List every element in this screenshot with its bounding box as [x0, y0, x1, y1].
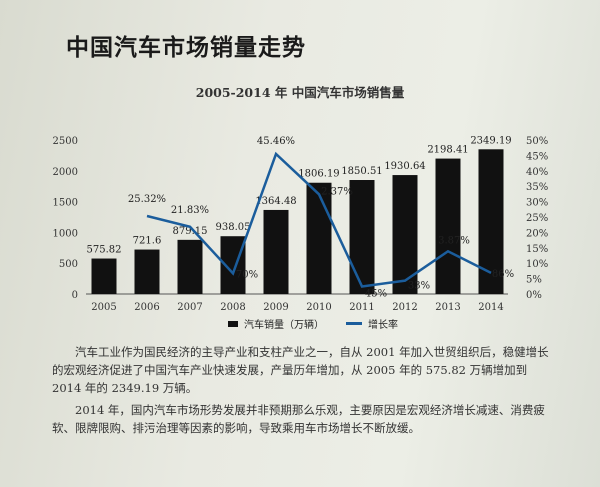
legend: 汽车销量（万辆） 增长率 — [228, 316, 398, 331]
x-tick-label: 2011 — [349, 302, 374, 313]
growth-data-label: 45% — [365, 288, 387, 299]
chart-title: 2005-2014 年 中国汽车市场销售量 — [195, 85, 405, 100]
y-right-tick-label: 10% — [526, 259, 548, 270]
bar-data-label: 1930.64 — [384, 161, 425, 172]
x-tick-label: 2005 — [91, 302, 116, 313]
y-left-tick-label: 2000 — [53, 167, 78, 178]
x-tick-label: 2014 — [478, 302, 503, 313]
growth-data-label: 33% — [408, 281, 430, 292]
legend-bar-swatch — [228, 320, 238, 327]
y-right-tick-label: 5% — [526, 275, 542, 286]
bar-data-label: 1806.19 — [298, 169, 339, 180]
legend-line-swatch — [346, 322, 362, 325]
y-right-tick-label: 25% — [526, 213, 548, 224]
paragraph: 2014 年，国内汽车市场形势发展并非预期那么乐观，主要原因是宏观经济增长减速、… — [52, 403, 545, 435]
y-right-tick-label: 50% — [526, 136, 548, 147]
y-left-tick-label: 500 — [59, 259, 78, 270]
growth-data-label: 45.46% — [257, 136, 295, 147]
growth-data-label: 70% — [236, 269, 258, 280]
growth-data-label: 2.37% — [321, 186, 353, 197]
bar — [134, 249, 160, 294]
page-heading: 中国汽车市场销量走势 — [66, 35, 306, 61]
growth-data-label: 3.87% — [438, 235, 470, 246]
legend-line-label: 增长率 — [368, 320, 398, 331]
bar-data-label: 879.15 — [173, 226, 208, 237]
y-right-tick-label: 40% — [526, 167, 548, 178]
bar — [435, 158, 461, 294]
bar — [177, 239, 203, 294]
chart: 0 500 1000 1500 2000 2500 0% 5% 10% 15% 20% 25% 30% 3… — [53, 135, 549, 313]
y-left-tick-label: 0 — [72, 290, 78, 301]
x-tick-label: 2009 — [263, 302, 288, 313]
growth-data-label: 86% — [492, 269, 514, 280]
y-left-tick-label: 1000 — [53, 228, 78, 239]
y-left-tick-label: 1500 — [53, 198, 78, 209]
bar — [349, 180, 375, 294]
bar — [263, 209, 289, 294]
x-tick-label: 2013 — [435, 302, 460, 313]
bar-data-label: 575.82 — [87, 245, 122, 256]
body-text: 汽车工业作为国民经济的主导产业和支柱产业之一，自从 2001 年加入世贸组织后，… — [52, 343, 557, 441]
y-right-tick-label: 45% — [526, 151, 548, 162]
bar — [91, 258, 117, 294]
y-right-tick-label: 0% — [526, 290, 542, 301]
bar-data-label: 938.05 — [216, 222, 251, 233]
x-tick-label: 2010 — [306, 302, 331, 313]
paragraph: 汽车工业作为国民经济的主导产业和支柱产业之一，自从 2001 年加入世贸组织后，… — [52, 345, 549, 395]
bar-data-label: 2198.41 — [427, 145, 468, 156]
growth-data-label: 21.83% — [171, 205, 209, 216]
bar-data-label: 1364.48 — [255, 196, 296, 207]
bar-data-label: 1850.51 — [341, 166, 382, 177]
x-tick-label: 2007 — [177, 302, 202, 313]
x-tick-label: 2008 — [220, 302, 245, 313]
growth-data-label: 25.32% — [128, 194, 166, 205]
growth-line — [146, 151, 492, 288]
x-tick-label: 2012 — [392, 302, 417, 313]
bar — [306, 182, 332, 294]
bar-data-label: 2349.19 — [470, 135, 511, 146]
y-right-tick-label: 20% — [526, 228, 548, 239]
y-right-tick-label: 30% — [526, 198, 548, 209]
bar-data-label: 721.6 — [133, 236, 162, 247]
legend-bar-label: 汽车销量（万辆） — [244, 320, 324, 331]
y-right-tick-label: 15% — [526, 244, 548, 255]
y-right-tick-label: 35% — [526, 182, 548, 193]
x-tick-label: 2006 — [134, 302, 159, 313]
y-left-tick-label: 2500 — [53, 136, 78, 147]
